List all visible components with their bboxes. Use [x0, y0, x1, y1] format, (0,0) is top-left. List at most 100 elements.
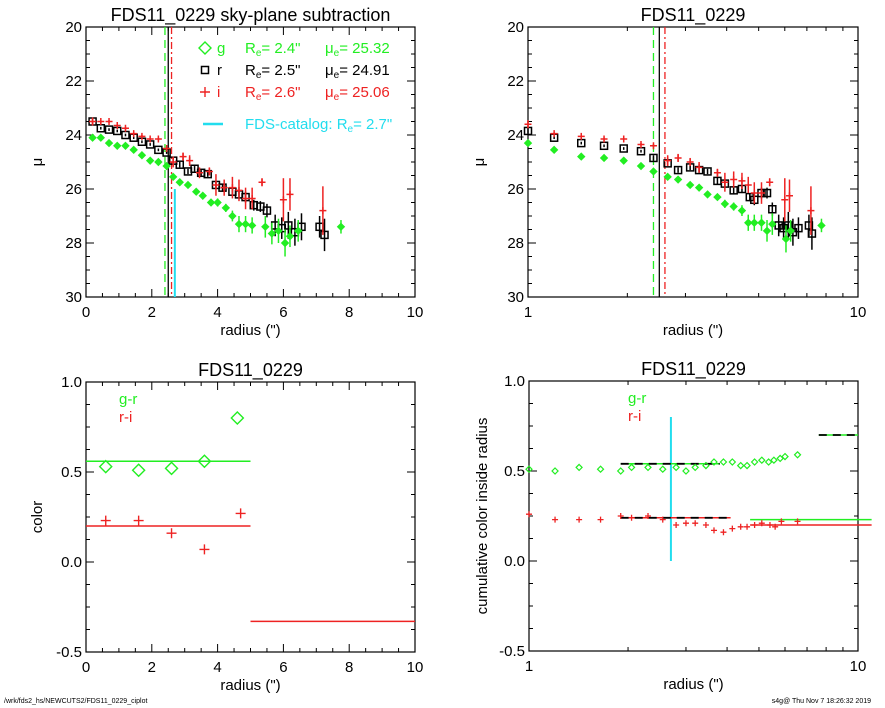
data-point-plus [212, 181, 220, 189]
data-point-plus [710, 527, 717, 534]
data-point-plus [577, 132, 585, 140]
data-point-plus [785, 192, 793, 200]
data-point-plus [205, 167, 213, 175]
data-point-diamond [729, 202, 738, 211]
data-point-diamond [644, 463, 652, 472]
y-tick-label: 22 [65, 73, 82, 90]
data-point-diamond [164, 461, 179, 476]
data-point-diamond [175, 178, 184, 187]
data-point-plus [97, 118, 105, 125]
data-point-diamond [523, 138, 533, 148]
data-point-plus [766, 522, 773, 528]
y-tick-label: 1.0 [504, 373, 525, 390]
data-point-plus [279, 196, 287, 204]
data-point-plus [130, 130, 138, 138]
series-r [88, 117, 329, 252]
data-point-diamond [719, 458, 728, 466]
data-point-plus [228, 184, 236, 192]
y-tick-label: 24 [507, 127, 524, 144]
data-point-diamond [713, 192, 722, 202]
data-point-plus [744, 181, 752, 189]
data-point-plus [744, 523, 751, 530]
data-point-square [745, 192, 755, 202]
data-point-diamond [525, 465, 533, 474]
x-tick-label: 0 [82, 659, 90, 676]
data-point-plus [196, 169, 204, 177]
data-point-plus [242, 194, 250, 202]
data-point-square [649, 153, 658, 163]
data-point-plus [146, 135, 154, 143]
data-point-diamond [710, 458, 718, 466]
data-point-plus [721, 178, 729, 186]
axes-frame [528, 380, 859, 652]
data-point-plus [692, 520, 699, 527]
data-point-diamond [145, 156, 155, 165]
data-point-diamond [551, 467, 559, 475]
data-point-plus [258, 178, 266, 186]
data-point-diamond [672, 463, 680, 472]
data-point-diamond [113, 141, 122, 151]
data-point-plus [720, 529, 727, 536]
data-point-diamond [228, 211, 237, 221]
series-g-r [525, 450, 802, 475]
x-tick-label: 4 [213, 659, 221, 676]
data-point-diamond [744, 218, 753, 227]
data-point-plus [620, 135, 628, 143]
data-point-diamond [764, 458, 773, 466]
data-point-plus [637, 140, 645, 148]
panel-color-linear: FDS11_0229 0 2 4 6 8 10 -0.5 0.0 0.5 1.0 radius (")… [29, 360, 423, 694]
data-point-diamond [137, 151, 147, 160]
series-r-i [526, 511, 801, 536]
data-point-plus [600, 135, 608, 143]
data-point-diamond [781, 234, 791, 244]
data-point-diamond [720, 199, 730, 209]
data-point-diamond [757, 218, 766, 227]
chart-title: FDS11_0229 [641, 5, 746, 26]
data-point-plus [730, 176, 738, 184]
legend-mu: μe= 25.32 [325, 40, 390, 59]
data-point-plus [576, 516, 583, 523]
data-point-diamond [293, 226, 303, 236]
data-point-diamond [627, 463, 636, 472]
data-point-diamond [230, 411, 245, 425]
data-point-diamond [702, 461, 710, 470]
chart-title: FDS11_0229 [641, 359, 746, 380]
data-point-diamond [750, 458, 759, 466]
data-point-plus [200, 87, 210, 97]
data-point-diamond [88, 133, 97, 142]
data-point-diamond [663, 172, 672, 182]
y-tick-label: 28 [65, 235, 82, 252]
data-point-plus [674, 154, 682, 162]
data-point-plus [235, 508, 246, 519]
legend-entry: r-i [119, 409, 132, 426]
data-point-square [768, 205, 777, 214]
y-tick-label: 20 [65, 19, 82, 36]
x-tick-label: 6 [279, 659, 287, 676]
data-point-diamond [737, 206, 747, 215]
data-point-square [320, 230, 329, 240]
data-point-plus [664, 157, 672, 165]
legend-entry: g-r [628, 390, 646, 407]
y-tick-label: 1.0 [61, 374, 82, 391]
y-tick-label: 26 [507, 181, 524, 198]
data-point-plus [645, 513, 652, 519]
data-point-diamond [197, 454, 212, 469]
data-point-plus [248, 194, 256, 202]
data-point-square [774, 221, 783, 230]
data-point-diamond [549, 145, 559, 155]
data-point-plus [682, 520, 689, 527]
data-point-diamond [636, 161, 646, 171]
legend-mu: μe= 24.91 [325, 62, 390, 81]
data-point-diamond [673, 175, 683, 184]
legend-re: Re= 2.4" [245, 40, 301, 59]
data-point-diamond [131, 463, 146, 478]
data-point-plus [113, 122, 121, 130]
series-g [523, 138, 826, 253]
data-point-plus [766, 178, 774, 186]
data-point-diamond [619, 156, 628, 165]
data-point-square [200, 65, 210, 75]
data-point-plus [550, 130, 558, 138]
data-point-plus [737, 523, 744, 530]
data-point-plus [138, 132, 146, 140]
